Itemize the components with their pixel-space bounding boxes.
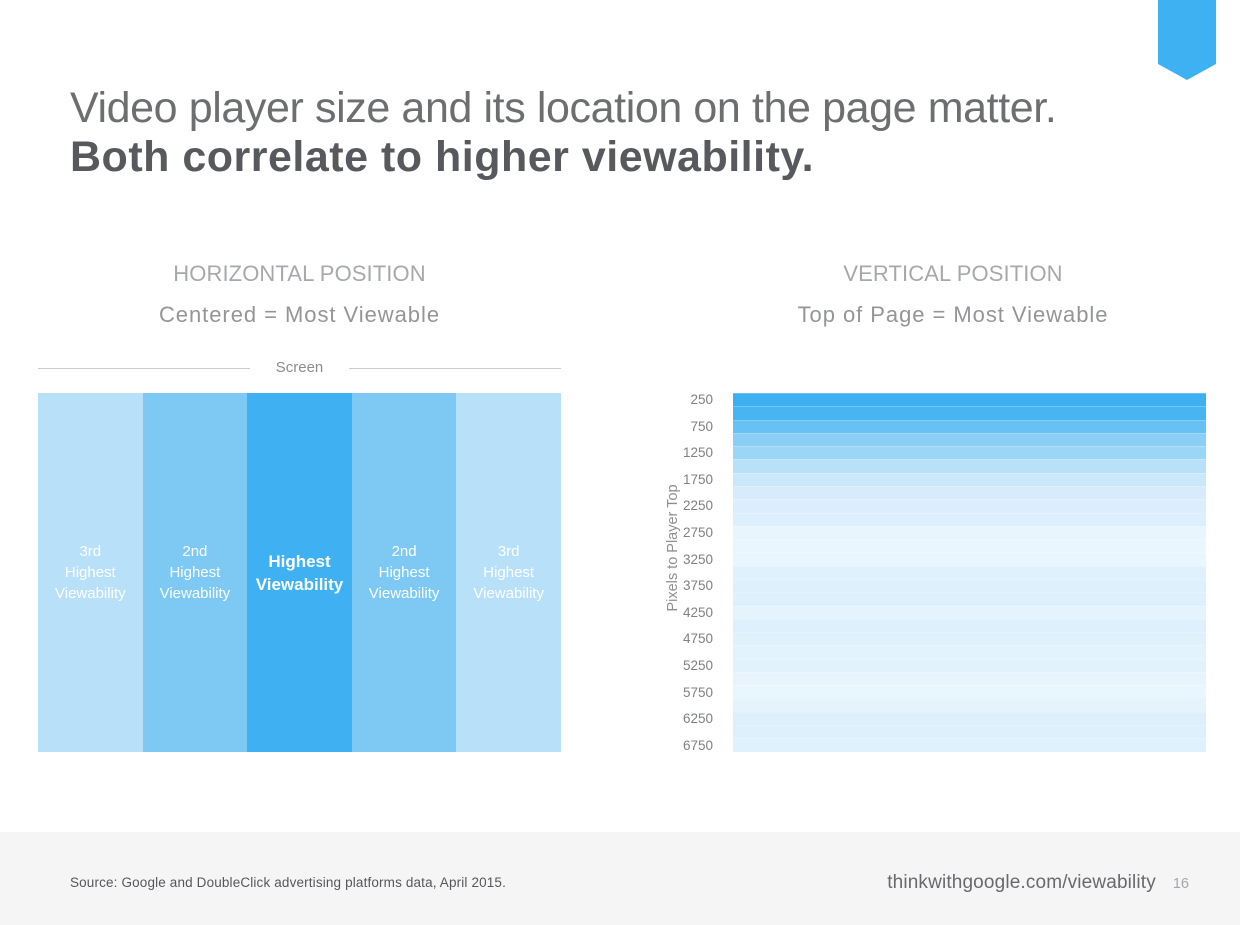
v-band-2500 <box>733 512 1206 526</box>
v-band-6500 <box>733 725 1206 739</box>
h-bar-label-5: 3rd Highest Viewability <box>473 543 544 602</box>
v-tick-label-1750: 1750 <box>682 471 713 487</box>
screen-rule-right <box>349 368 561 369</box>
v-band-4250 <box>733 605 1206 619</box>
v-band-5250 <box>733 658 1206 672</box>
footer-right-group: thinkwithgoogle.com/viewability 16 <box>887 872 1189 894</box>
v-tick-label-750: 750 <box>690 418 713 434</box>
vertical-chart-tick-labels: 250 750 1250 1750 2250 2750 3250 3750 4250 4750 52… <box>633 393 723 752</box>
footer-bar: Source: Google and DoubleClick advertisi… <box>0 832 1240 925</box>
v-band-750 <box>733 419 1206 433</box>
v-tick-label-4750: 4750 <box>682 631 713 647</box>
v-tick-label-4250: 4250 <box>682 604 713 620</box>
v-tick-label-5250: 5250 <box>682 657 713 673</box>
v-band-250 <box>733 393 1206 407</box>
v-band-1250 <box>733 446 1206 460</box>
h-bar-label-1: 3rd Highest Viewability <box>55 543 126 602</box>
v-band-3750 <box>733 578 1206 593</box>
screen-rule-left <box>38 368 250 369</box>
v-band-5000 <box>733 645 1206 659</box>
v-band-5750 <box>733 685 1206 699</box>
v-band-1750 <box>733 472 1206 486</box>
screen-label: Screen <box>275 359 324 376</box>
v-band-6000 <box>733 698 1206 712</box>
v-tick-label-2250: 2250 <box>682 498 713 514</box>
footer-source-note: Source: Google and DoubleClick advertisi… <box>70 875 506 890</box>
v-band-3250 <box>733 552 1206 566</box>
v-band-3500 <box>733 565 1206 579</box>
vertical-chart-subtitle: Top of Page = Most Viewable <box>797 302 1109 327</box>
v-band-1000 <box>733 432 1206 447</box>
h-bar-1: 3rd Highest Viewability <box>38 393 143 752</box>
v-band-1500 <box>733 459 1206 473</box>
v-tick-label-6250: 6250 <box>682 711 713 727</box>
v-band-3000 <box>733 539 1206 553</box>
v-tick-label-3750: 3750 <box>682 578 713 594</box>
horizontal-chart-heading: HORIZONTAL POSITION <box>173 261 426 286</box>
v-tick-label-1250: 1250 <box>682 445 713 461</box>
bookmark-ribbon-icon <box>1158 0 1216 80</box>
v-band-2250 <box>733 499 1206 513</box>
h-bar-2: 2nd Highest Viewability <box>142 393 248 752</box>
v-tick-label-3250: 3250 <box>682 551 713 567</box>
v-band-6250 <box>733 711 1206 726</box>
slide-title-line1: Video player size and its location on th… <box>70 84 1057 132</box>
vertical-chart-heading: VERTICAL POSITION <box>843 261 1063 286</box>
v-tick-label-250: 250 <box>690 392 713 407</box>
footer-page-number: 16 <box>1172 875 1189 892</box>
horizontal-position-chart: 3rd Highest Viewability 2nd Highest Viewa… <box>38 393 561 752</box>
v-band-2000 <box>733 485 1206 500</box>
slide-title-line2: Both correlate to higher viewability. <box>70 133 815 181</box>
v-band-4500 <box>733 618 1206 633</box>
slide-title: Video player size and its location on th… <box>70 84 1170 182</box>
v-band-4000 <box>733 592 1206 606</box>
v-band-5500 <box>733 671 1206 686</box>
horizontal-chart-subtitle: Centered = Most Viewable <box>158 302 441 327</box>
h-bar-3: Highest Viewability <box>247 393 352 752</box>
h-bar-label-4: 2nd Highest Viewability <box>368 543 440 602</box>
screen-axis-header: Screen <box>38 359 561 377</box>
v-tick-label-5750: 5750 <box>682 684 713 700</box>
v-band-4750 <box>733 632 1206 646</box>
v-tick-label-2750: 2750 <box>682 524 713 540</box>
vertical-position-chart <box>733 393 1206 752</box>
v-tick-label-6750: 6750 <box>682 737 713 753</box>
h-bar-4: 2nd Highest Viewability <box>351 393 457 752</box>
v-band-500 <box>733 406 1206 420</box>
v-band-6750 <box>733 738 1206 752</box>
footer-site-url: thinkwithgoogle.com/viewability <box>887 871 1156 893</box>
h-bar-label-2: 2nd Highest Viewability <box>159 543 231 602</box>
h-bar-5: 3rd Highest Viewability <box>456 393 561 752</box>
vertical-chart-y-axis-title: Pixels to Player Top <box>665 484 681 612</box>
h-bar-label-3: Highest Viewability <box>255 551 344 594</box>
v-band-2750 <box>733 525 1206 540</box>
